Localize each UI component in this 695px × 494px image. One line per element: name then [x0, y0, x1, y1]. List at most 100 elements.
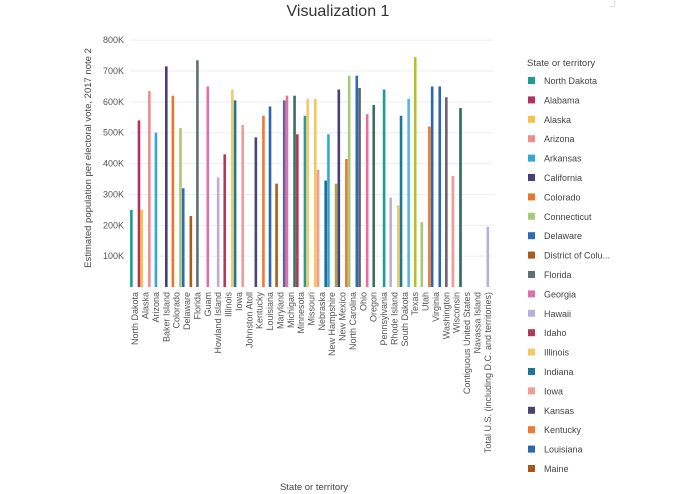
bar[interactable]: [337, 89, 341, 287]
legend-item[interactable]: Kentucky: [528, 425, 582, 435]
bar[interactable]: [196, 60, 199, 287]
bar[interactable]: [241, 125, 244, 287]
x-tick-label: Guam: [203, 292, 213, 317]
bar[interactable]: [306, 98, 309, 287]
x-tick-label: Washington: [441, 292, 451, 339]
legend-item[interactable]: North Dakota: [528, 76, 597, 86]
legend-item[interactable]: Iowa: [528, 386, 563, 396]
bar[interactable]: [216, 177, 220, 287]
bar[interactable]: [296, 134, 299, 287]
bar[interactable]: [355, 75, 359, 287]
y-tick-label: 100K: [103, 251, 124, 261]
x-tick-label: North Carolina: [348, 292, 358, 350]
x-tick-label: Baker Island: [161, 292, 171, 342]
legend-item[interactable]: Alabama: [528, 95, 580, 105]
bar[interactable]: [314, 98, 317, 287]
bar[interactable]: [420, 222, 424, 287]
bar[interactable]: [428, 126, 431, 287]
legend-label: Georgia: [544, 289, 576, 299]
bar[interactable]: [206, 86, 210, 287]
legend-label: Alabama: [544, 95, 580, 105]
legend-swatch: [528, 154, 535, 162]
legend-swatch: [528, 174, 535, 181]
bar[interactable]: [140, 209, 144, 287]
bar[interactable]: [399, 115, 403, 287]
legend-item[interactable]: Florida: [528, 270, 572, 280]
bar[interactable]: [231, 89, 234, 287]
bar[interactable]: [233, 100, 237, 288]
bar[interactable]: [407, 98, 410, 287]
bar[interactable]: [303, 115, 307, 287]
bar[interactable]: [324, 180, 327, 287]
legend-item[interactable]: Delaware: [528, 231, 582, 241]
y-tick-label: 500K: [103, 128, 124, 138]
legend-item[interactable]: California: [528, 173, 582, 183]
bar[interactable]: [223, 154, 227, 287]
bar[interactable]: [148, 91, 151, 287]
x-tick-label: Michigan: [286, 292, 296, 328]
legend-item[interactable]: Arkansas: [528, 154, 582, 164]
bar[interactable]: [451, 175, 455, 287]
legend-item[interactable]: Louisiana: [528, 445, 583, 455]
bar[interactable]: [189, 216, 193, 287]
bar[interactable]: [486, 226, 490, 287]
legend-item[interactable]: Arizona: [528, 134, 575, 144]
legend-label: Hawaii: [544, 309, 571, 319]
bar[interactable]: [316, 169, 320, 287]
bar[interactable]: [345, 158, 348, 287]
legend-label: Arkansas: [544, 154, 582, 164]
bar[interactable]: [327, 134, 330, 287]
legend-item[interactable]: Indiana: [528, 367, 574, 377]
legend-label: Delaware: [544, 231, 582, 241]
bar[interactable]: [254, 137, 258, 287]
legend-item[interactable]: Idaho: [528, 328, 567, 338]
bar[interactable]: [459, 108, 462, 287]
bar[interactable]: [171, 95, 175, 288]
x-tick-label: Nebraska: [317, 292, 327, 331]
y-tick-label: 300K: [103, 189, 124, 199]
bar[interactable]: [389, 197, 392, 287]
legend-item[interactable]: Georgia: [528, 289, 576, 299]
legend-item[interactable]: Connecticut: [528, 212, 592, 222]
bar[interactable]: [282, 100, 286, 288]
bar[interactable]: [438, 86, 442, 287]
legend-item[interactable]: Maine: [528, 464, 569, 474]
x-tick-label: Contiguous United States: [462, 292, 472, 395]
x-tick-label: Virginia: [431, 292, 441, 322]
legend-item[interactable]: Colorado: [528, 192, 581, 202]
legend[interactable]: North Dakota Alabama Alaska Arizona Arkansas…: [528, 76, 610, 474]
bar[interactable]: [137, 120, 141, 287]
bar[interactable]: [445, 97, 448, 287]
bar[interactable]: [181, 188, 185, 287]
bar[interactable]: [268, 106, 272, 287]
bar[interactable]: [165, 66, 168, 288]
bar[interactable]: [358, 87, 361, 288]
legend-item[interactable]: Hawaii: [528, 309, 571, 319]
bar[interactable]: [262, 115, 265, 287]
bar[interactable]: [334, 183, 338, 287]
bar[interactable]: [275, 183, 278, 287]
bar[interactable]: [293, 95, 296, 288]
legend-item[interactable]: District of Colu...: [528, 251, 610, 261]
bar[interactable]: [154, 132, 158, 287]
bar[interactable]: [396, 205, 400, 287]
bar[interactable]: [130, 209, 133, 287]
legend-item[interactable]: Illinois: [528, 348, 570, 358]
bar[interactable]: [372, 104, 376, 288]
legend-item[interactable]: Alaska: [528, 115, 571, 125]
y-tick-label: 400K: [103, 159, 124, 169]
bar[interactable]: [413, 57, 417, 287]
legend-label: Illinois: [544, 348, 570, 358]
legend-label: North Dakota: [544, 76, 597, 86]
bar[interactable]: [430, 86, 434, 287]
x-tick-label: Missouri: [307, 292, 317, 326]
bar[interactable]: [347, 75, 351, 287]
bar[interactable]: [382, 89, 386, 287]
bar[interactable]: [365, 114, 369, 287]
panel-corner-marker: [610, 0, 615, 7]
legend-item[interactable]: Kansas: [528, 406, 575, 416]
legend-label: Idaho: [544, 328, 567, 338]
bar[interactable]: [179, 128, 182, 287]
bar[interactable]: [285, 95, 289, 288]
legend-swatch: [528, 329, 535, 337]
